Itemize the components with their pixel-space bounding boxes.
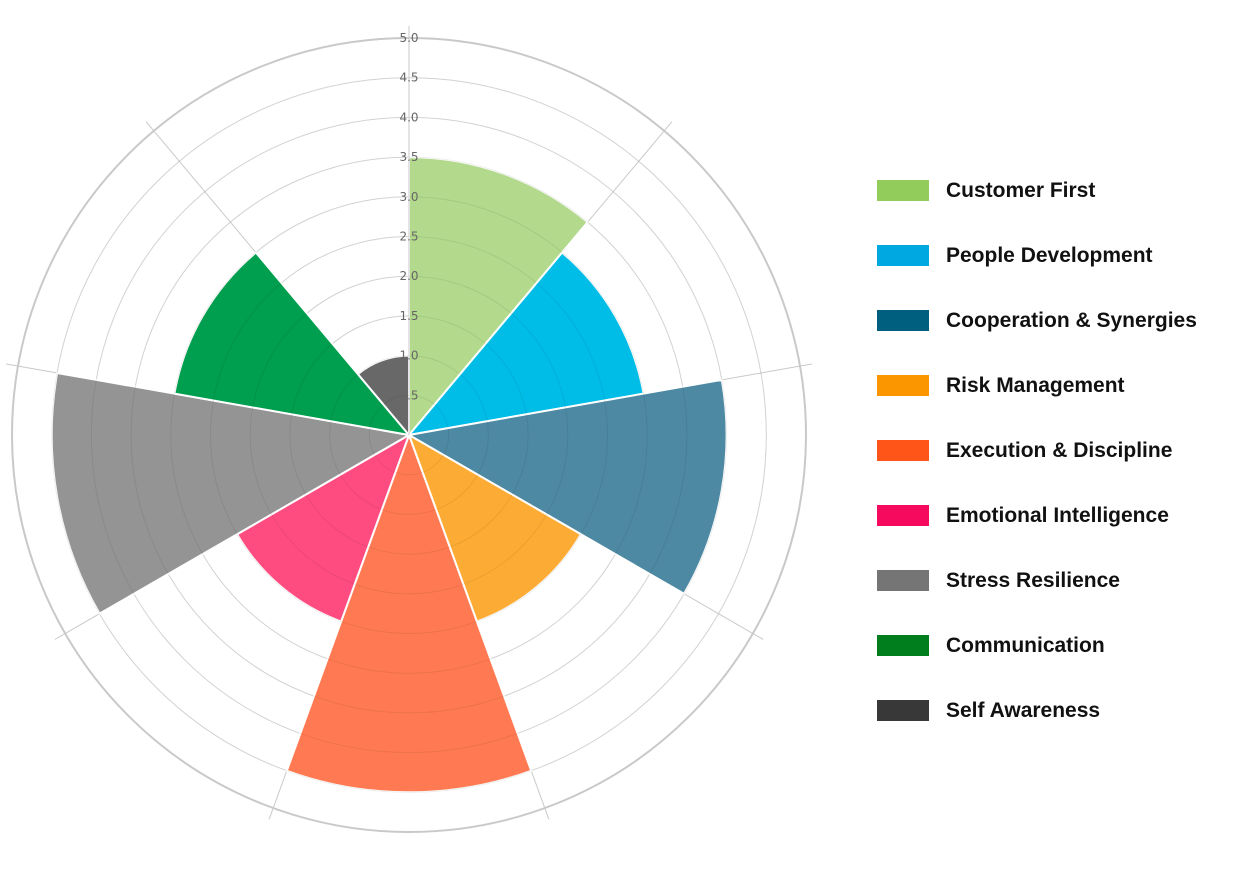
- r-tick-label: 2.0: [399, 269, 418, 283]
- legend-swatch: [877, 440, 929, 461]
- legend-swatch: [877, 505, 929, 526]
- legend-label: Emotional Intelligence: [946, 503, 1169, 527]
- legend-label: Communication: [946, 633, 1105, 657]
- legend-label: Cooperation & Synergies: [946, 308, 1197, 332]
- r-tick-label: 3.0: [399, 190, 418, 204]
- legend-swatch: [877, 635, 929, 656]
- r-tick-label: 5.0: [399, 31, 418, 45]
- legend-swatch: [877, 245, 929, 266]
- r-tick-label: 3.5: [399, 150, 418, 164]
- legend-swatch: [877, 180, 929, 201]
- tick-layer: 0.5 1.0 1.5 2.0 2.5 3.0 3.5 4.0 4.5 5.0: [399, 31, 419, 435]
- sector-communication[interactable]: [173, 251, 412, 437]
- r-tick-label: 4.5: [399, 71, 418, 85]
- legend-swatch: [877, 700, 929, 721]
- legend-swatch: [877, 570, 929, 591]
- legend-label: People Development: [946, 243, 1153, 267]
- r-tick-label: 0.5: [399, 388, 418, 402]
- legend-item[interactable]: Self Awareness: [877, 678, 1247, 743]
- legend-item[interactable]: Communication: [877, 613, 1247, 678]
- sector-risk-management[interactable]: [407, 432, 583, 623]
- legend-item[interactable]: Emotional Intelligence: [877, 483, 1247, 548]
- legend-item[interactable]: Stress Resilience: [877, 548, 1247, 613]
- legend-label: Execution & Discipline: [946, 438, 1173, 462]
- legend-item[interactable]: Execution & Discipline: [877, 418, 1247, 483]
- r-tick-label: 4.0: [399, 110, 418, 124]
- legend-label: Customer First: [946, 178, 1096, 202]
- sector-emotional-intelligence[interactable]: [235, 432, 411, 623]
- r-tick-label: 1.5: [399, 309, 418, 323]
- legend-swatch: [877, 375, 929, 396]
- legend-item[interactable]: Risk Management: [877, 353, 1247, 418]
- legend-swatch: [877, 310, 929, 331]
- legend-item[interactable]: Cooperation & Synergies: [877, 288, 1247, 353]
- sector-cooperation-synergies[interactable]: [406, 378, 728, 596]
- sector-execution-discipline[interactable]: [285, 432, 533, 794]
- sector-people-development[interactable]: [406, 251, 645, 437]
- legend-label: Stress Resilience: [946, 568, 1120, 592]
- legend-label: Self Awareness: [946, 698, 1101, 722]
- legend: Customer First People Development Cooperat…: [877, 158, 1247, 743]
- sector-stress-resilience[interactable]: [50, 371, 412, 616]
- sector-layer: [50, 77, 767, 794]
- polar-area-chart: 0.5 1.0 1.5 2.0 2.5 3.0 3.5 4.0 4.5 5.0: [6, 26, 812, 833]
- legend-label: Risk Management: [946, 373, 1125, 397]
- r-tick-label: 1.0: [399, 349, 418, 363]
- legend-item[interactable]: People Development: [877, 223, 1247, 288]
- sector-customer-first[interactable]: [408, 156, 590, 438]
- legend-item[interactable]: Customer First: [877, 158, 1247, 223]
- r-tick-label: 2.5: [399, 230, 418, 244]
